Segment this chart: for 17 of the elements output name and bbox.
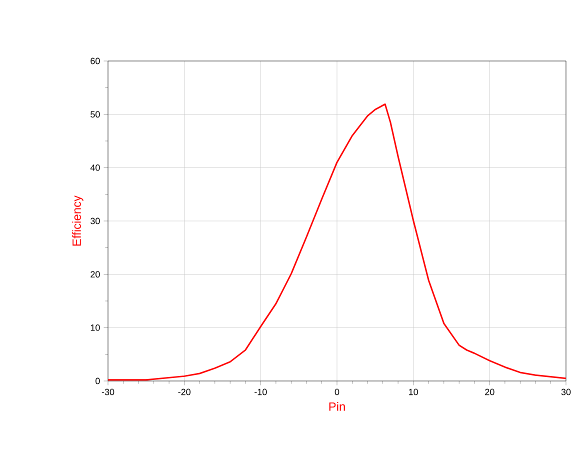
x-tick-label: -30 [102, 388, 114, 396]
x-tick-label: 10 [409, 388, 418, 396]
y-tick-label: 10 [90, 324, 100, 331]
x-axis-title: Pin [329, 402, 345, 411]
x-tick-label: -10 [254, 388, 267, 396]
line-series [108, 103, 566, 381]
y-tick-label: 60 [90, 58, 100, 64]
y-tick-label: 50 [90, 111, 100, 118]
x-tick-label: 20 [485, 388, 494, 396]
x-tick-label: 30 [561, 388, 571, 396]
y-tick-label: 40 [90, 164, 100, 171]
x-tick-label: -20 [178, 388, 190, 396]
y-axis-title: Efficiency [72, 195, 84, 246]
x-tick-label: 0 [334, 388, 340, 396]
y-tick-label: 20 [90, 271, 100, 278]
y-tick-label: 0 [96, 378, 100, 384]
y-tick-label: 30 [90, 218, 100, 224]
